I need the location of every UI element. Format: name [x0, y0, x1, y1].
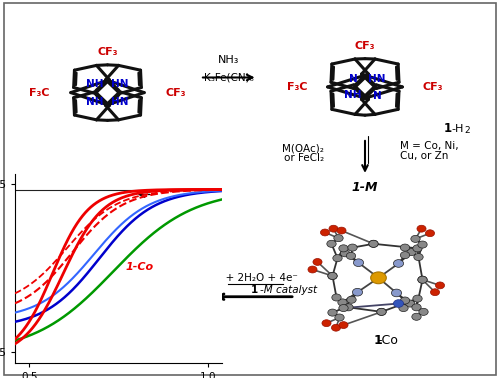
Circle shape: [369, 240, 378, 247]
Text: -H: -H: [452, 124, 464, 133]
Circle shape: [332, 294, 341, 301]
Text: NH₃: NH₃: [218, 56, 239, 65]
Circle shape: [347, 296, 356, 303]
Circle shape: [335, 314, 344, 321]
Text: CF₃: CF₃: [97, 47, 118, 57]
Text: M = Co, Ni,: M = Co, Ni,: [400, 141, 458, 151]
Circle shape: [329, 225, 338, 232]
Circle shape: [426, 230, 434, 237]
Text: -M catalyst: -M catalyst: [260, 285, 318, 295]
Circle shape: [413, 245, 422, 252]
Circle shape: [339, 322, 348, 328]
Circle shape: [352, 288, 362, 296]
Circle shape: [340, 250, 349, 257]
Circle shape: [344, 304, 353, 311]
Circle shape: [327, 240, 336, 247]
Text: K₃Fe(CN)₆: K₃Fe(CN)₆: [204, 73, 254, 82]
Circle shape: [339, 245, 348, 252]
Circle shape: [370, 272, 386, 284]
Text: 2: 2: [464, 126, 470, 135]
Text: NH: NH: [86, 79, 104, 89]
Circle shape: [412, 304, 421, 311]
Circle shape: [394, 260, 404, 267]
Circle shape: [328, 309, 337, 316]
Circle shape: [377, 308, 386, 315]
Text: 1-Co: 1-Co: [126, 262, 154, 273]
Text: CF₃: CF₃: [355, 41, 375, 51]
Circle shape: [377, 308, 386, 315]
Text: HN: HN: [112, 79, 129, 89]
Text: M(OAc)₂: M(OAc)₂: [282, 143, 324, 153]
Circle shape: [322, 320, 331, 327]
Circle shape: [412, 313, 421, 320]
Text: CF₃: CF₃: [165, 88, 186, 98]
Circle shape: [394, 300, 404, 307]
Circle shape: [332, 324, 340, 331]
Circle shape: [400, 297, 409, 304]
Circle shape: [308, 266, 317, 273]
Circle shape: [346, 253, 356, 259]
Text: or FeCl₂: or FeCl₂: [284, 153, 324, 163]
Circle shape: [320, 229, 330, 236]
Text: 1: 1: [373, 335, 382, 347]
Text: F₃C: F₃C: [287, 82, 308, 92]
Circle shape: [411, 235, 420, 242]
Circle shape: [419, 308, 428, 315]
Text: F₃C: F₃C: [30, 88, 50, 98]
Circle shape: [418, 276, 427, 283]
Circle shape: [414, 254, 423, 260]
Circle shape: [430, 289, 440, 296]
Circle shape: [328, 273, 337, 279]
Circle shape: [313, 259, 322, 265]
Text: N: N: [348, 74, 358, 84]
Text: HN: HN: [112, 97, 129, 107]
Circle shape: [407, 249, 416, 256]
Circle shape: [400, 244, 409, 251]
Circle shape: [418, 241, 427, 248]
Text: 1: 1: [250, 285, 258, 295]
Text: 1-M: 1-M: [352, 181, 378, 194]
Circle shape: [338, 299, 347, 306]
Circle shape: [369, 240, 378, 247]
Circle shape: [354, 259, 364, 266]
Text: HN: HN: [368, 74, 386, 84]
Text: -Co: -Co: [377, 335, 398, 347]
Circle shape: [392, 289, 402, 297]
Circle shape: [334, 235, 343, 242]
Circle shape: [333, 255, 342, 262]
Text: NH: NH: [344, 90, 362, 100]
Text: NH: NH: [86, 97, 104, 107]
Circle shape: [400, 252, 409, 259]
Circle shape: [339, 305, 348, 311]
Text: CF₃: CF₃: [422, 82, 443, 92]
Circle shape: [348, 244, 357, 251]
Text: Cu, or Zn: Cu, or Zn: [400, 151, 448, 161]
Text: O₂ + 2H₂O + 4e⁻: O₂ + 2H₂O + 4e⁻: [210, 273, 298, 283]
Circle shape: [328, 273, 337, 279]
Circle shape: [436, 282, 444, 289]
Circle shape: [413, 295, 422, 302]
Text: N: N: [372, 91, 382, 101]
Circle shape: [417, 225, 426, 232]
Circle shape: [418, 276, 427, 283]
Circle shape: [406, 300, 414, 307]
Circle shape: [399, 305, 408, 311]
Text: 1: 1: [444, 122, 452, 135]
Circle shape: [337, 227, 346, 234]
